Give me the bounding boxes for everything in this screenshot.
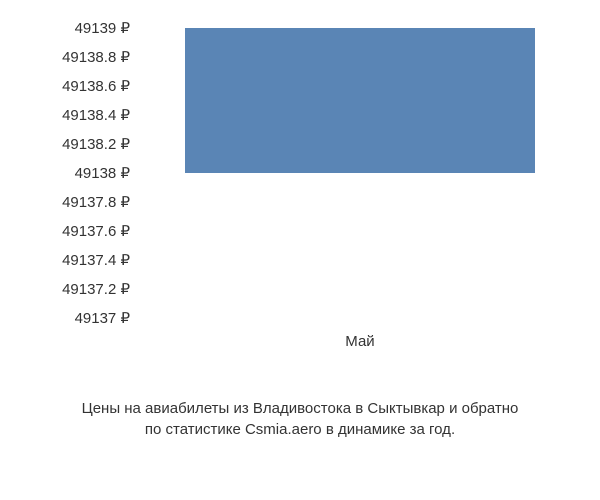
y-tick: 49138 ₽ (75, 164, 130, 182)
chart-container: 49139 ₽ 49138.8 ₽ 49138.6 ₽ 49138.4 ₽ 49… (0, 20, 600, 420)
y-tick: 49138.2 ₽ (62, 135, 130, 153)
chart-caption: Цены на авиабилеты из Владивостока в Сык… (0, 398, 600, 440)
y-tick: 49138.6 ₽ (62, 77, 130, 95)
bar-may (185, 28, 535, 173)
caption-line-1: Цены на авиабилеты из Владивостока в Сык… (0, 398, 600, 419)
plot-area: Май (150, 28, 570, 318)
y-tick: 49137 ₽ (75, 309, 130, 327)
y-tick: 49137.4 ₽ (62, 251, 130, 269)
y-tick: 49137.2 ₽ (62, 280, 130, 298)
y-tick: 49137.8 ₽ (62, 193, 130, 211)
y-tick: 49138.4 ₽ (62, 106, 130, 124)
y-tick: 49137.6 ₽ (62, 222, 130, 240)
y-tick: 49138.8 ₽ (62, 48, 130, 66)
x-axis-label: Май (345, 333, 374, 350)
y-tick: 49139 ₽ (75, 19, 130, 37)
caption-line-2: по статистике Csmia.aero в динамике за г… (0, 419, 600, 440)
